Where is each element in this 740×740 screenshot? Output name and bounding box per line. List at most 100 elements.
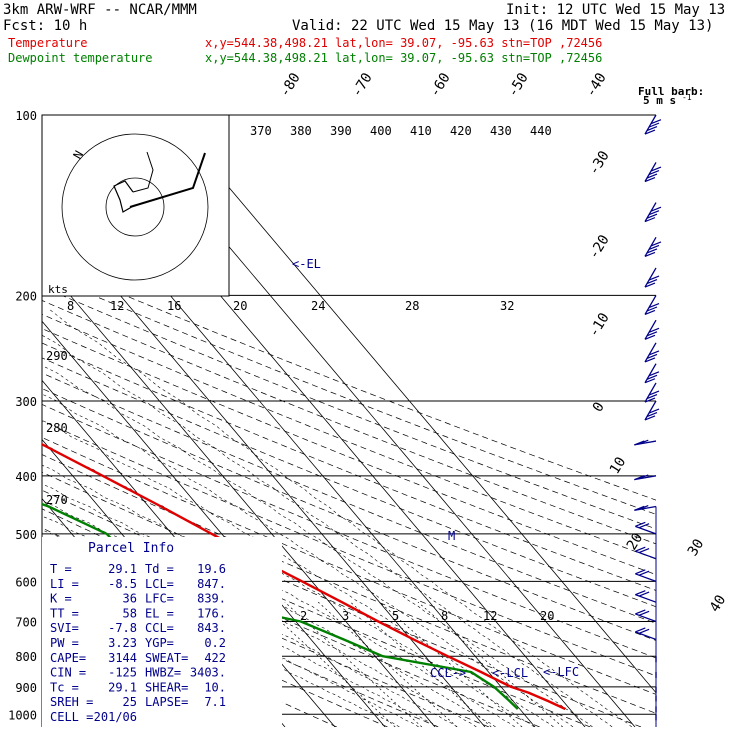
parcel-index-name: SWEAT=: [145, 651, 188, 665]
parcel-index-value: 3403.: [190, 666, 226, 680]
barb-flag: [648, 170, 660, 176]
parcel-info-title: Parcel Info: [88, 541, 174, 556]
barb-flag: [635, 627, 646, 633]
speed-scale-label: 8: [67, 299, 74, 313]
parcel-index-value: 201/06: [94, 710, 137, 724]
parcel-index-name: EL =: [145, 606, 174, 620]
wind-barbs: [634, 114, 662, 721]
wind-barb: [644, 237, 662, 257]
isotherm-line: [0, 115, 35, 727]
parcel-index-value: 847.: [197, 577, 226, 591]
barb-flag: [635, 521, 646, 527]
parcel-index-value: 176.: [197, 606, 226, 620]
isotherm-label: -80: [277, 70, 304, 100]
parcel-index-value: 25: [123, 695, 137, 709]
barb-flag: [635, 546, 646, 552]
parcel-info-row: SVI= -7.8 CCL= 843.: [50, 621, 226, 635]
wind-barb: [644, 114, 662, 135]
barb-flag: [644, 176, 656, 183]
moist-adiabat: [42, 515, 458, 727]
grid-labels: -80 -70 -60 -50 -40 -30 -20 -10 0 10 20 30 40 370 380 3…: [46, 70, 729, 623]
mixing-ratio-label: 12: [483, 609, 497, 623]
wind-barb: [635, 609, 657, 623]
barb-flag: [648, 350, 660, 356]
parcel-index-name: YGP=: [145, 636, 174, 650]
valid-time: Valid: 22 UTC Wed 15 May 13 (16 MDT Wed …: [292, 18, 713, 34]
isotherm-label: -30: [586, 148, 613, 178]
barb-flag: [646, 331, 658, 337]
barb-staff: [635, 613, 657, 623]
isotherm-label: -70: [349, 70, 376, 100]
isotherm-label: -20: [586, 232, 613, 262]
barb-flag: [650, 166, 662, 172]
barb-flag: [635, 569, 646, 575]
barb-flag: [638, 547, 650, 554]
isotherm-label: 10: [607, 454, 630, 477]
pressure-tick-label: 400: [15, 470, 37, 484]
parcel-index-name: TT =: [50, 606, 79, 620]
parcel-index-name: T =: [50, 562, 72, 576]
sounding-profiles: [42, 442, 566, 711]
barb-flag: [638, 523, 650, 529]
mixing-ratio-line: [379, 601, 523, 727]
barb-staff: [635, 594, 657, 603]
barb-staff: [644, 363, 657, 384]
isotherm-label: 0: [590, 399, 608, 415]
barb-flag: [646, 394, 658, 400]
barb-staff: [634, 475, 657, 481]
barb-flag: [644, 282, 656, 288]
mixing-ratio-label: 8: [441, 609, 448, 623]
barb-flag: [648, 210, 660, 216]
barb-staff: [644, 202, 657, 222]
wind-barb: [634, 439, 657, 446]
m-marker: M: [448, 529, 455, 543]
barb-staff: [634, 440, 657, 446]
dry-adiabat: [42, 342, 656, 591]
low-theta-label: 290: [46, 349, 68, 363]
parcel-index-value: -125: [108, 666, 137, 680]
barb-flag: [648, 302, 660, 309]
barb-flag: [638, 591, 650, 597]
dry-adiabat: [42, 286, 656, 530]
parcel-index-value: 10.: [204, 680, 226, 694]
speed-scale-label: 20: [233, 299, 247, 313]
barb-staff: [635, 631, 657, 641]
mixing-ratio-label: 20: [540, 609, 554, 623]
temperature-profile: [42, 442, 566, 711]
barb-staff: [644, 162, 657, 182]
parcel-info-row: TT = 58 EL = 176.: [50, 606, 226, 620]
barb-flag: [646, 213, 658, 219]
barb-legend-line2: 5 m s: [643, 94, 676, 107]
dewpoint-location: x,y=544.38,498.21 lat,lon= 39.07, -95.63…: [205, 51, 602, 65]
barb-staff: [644, 237, 657, 257]
isotherm-label: 30: [685, 536, 708, 559]
moist-adiabat: [42, 334, 613, 727]
mixing-ratio-label: 5: [392, 609, 399, 623]
pressure-tick-label: 200: [15, 289, 37, 303]
parcel-info-row: SREH = 25 LAPSE= 7.1: [50, 695, 226, 709]
moist-adiabat: [42, 365, 593, 727]
wind-barb: [644, 202, 662, 223]
barb-staff: [644, 114, 657, 135]
parcel-info-row: PW = 3.23 YGP= 0.2: [50, 636, 226, 650]
hodograph-trace-mid: [132, 151, 154, 193]
barb-staff: [635, 525, 657, 535]
isotherm-line: [167, 115, 656, 694]
parcel-index-name: K =: [50, 592, 72, 606]
barb-flag: [648, 244, 660, 251]
barb-staff: [635, 573, 657, 582]
parcel-index-name: SREH =: [50, 695, 93, 709]
parcel-index-value: -8.5: [108, 577, 137, 591]
barb-staff: [644, 295, 657, 315]
parcel-info-row: CELL = 201/06: [50, 710, 137, 724]
barb-flag: [644, 251, 656, 257]
theta-label: 390: [330, 124, 352, 138]
barb-flag: [644, 334, 656, 340]
parcel-index-name: CCL=: [145, 621, 174, 635]
parcel-index-value: 843.: [197, 621, 226, 635]
parcel-index-name: CIN =: [50, 666, 86, 680]
speed-scale-label: 16: [167, 299, 181, 313]
dry-adiabat: [42, 328, 656, 575]
wind-barb: [644, 382, 660, 403]
parcel-index-value: 839.: [197, 592, 226, 606]
